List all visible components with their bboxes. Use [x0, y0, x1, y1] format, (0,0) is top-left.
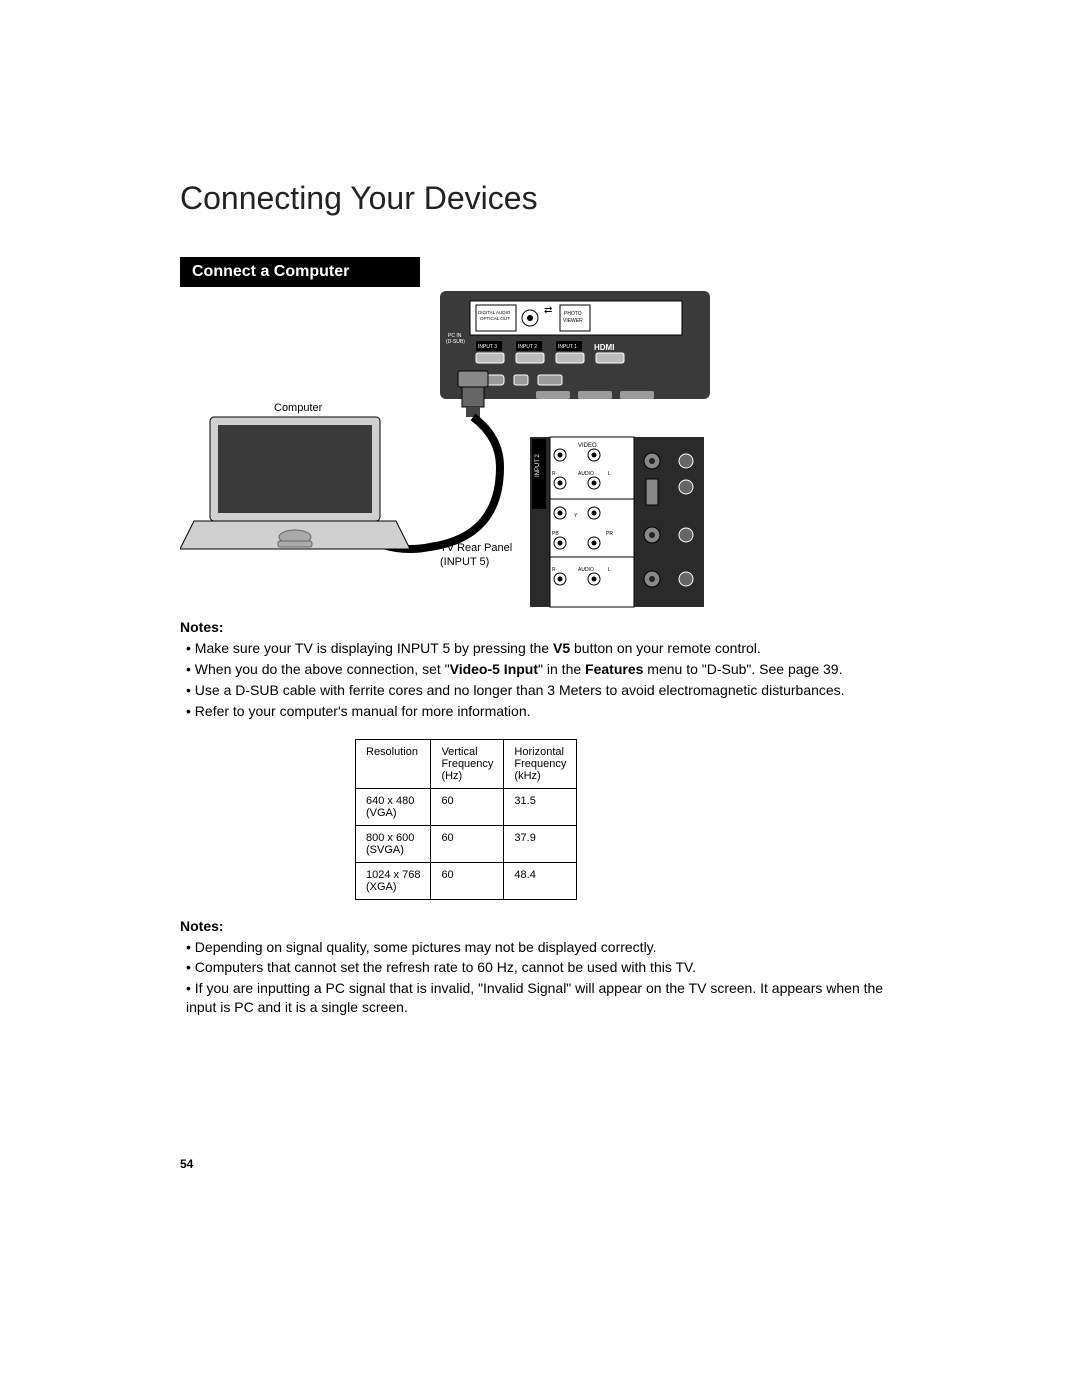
laptop-icon	[180, 417, 410, 549]
table-row: 640 x 480(VGA) 60 31.5	[356, 788, 577, 825]
table-header: HorizontalFrequency(kHz)	[504, 739, 577, 788]
table-header: Resolution	[356, 739, 431, 788]
tv-rear-label-1: TV Rear Panel	[440, 542, 512, 554]
svg-text:INPUT 2: INPUT 2	[535, 453, 541, 477]
svg-text:VIDEO: VIDEO	[578, 443, 597, 449]
table-row: 800 x 600(SVGA) 60 37.9	[356, 825, 577, 862]
notes2-heading: Notes:	[180, 918, 900, 934]
svg-text:PR: PR	[606, 531, 613, 537]
svg-text:L: L	[608, 471, 611, 477]
resolution-table: Resolution VerticalFrequency(Hz) Horizon…	[355, 739, 577, 900]
digital-audio-label: DIGITAL AUDIO	[478, 310, 511, 315]
connection-diagram: DIGITAL AUDIO OPTICAL OUT ⇄ PHOTO VIEWER…	[180, 287, 900, 607]
svg-text:⇄: ⇄	[544, 305, 552, 316]
diagram-svg: DIGITAL AUDIO OPTICAL OUT ⇄ PHOTO VIEWER…	[180, 287, 900, 617]
manual-page: Connecting Your Devices Connect a Comput…	[180, 180, 900, 1171]
svg-text:OPTICAL OUT: OPTICAL OUT	[480, 316, 510, 321]
svg-text:AUDIO: AUDIO	[578, 567, 594, 573]
table-header: VerticalFrequency(Hz)	[431, 739, 504, 788]
section-header: Connect a Computer	[180, 257, 420, 287]
svg-text:INPUT 1: INPUT 1	[558, 344, 577, 350]
computer-label: Computer	[274, 402, 323, 414]
note1-item: Use a D-SUB cable with ferrite cores and…	[186, 681, 900, 700]
svg-text:PB: PB	[552, 531, 559, 537]
table-row: 1024 x 768(XGA) 60 48.4	[356, 862, 577, 899]
svg-text:PHOTO: PHOTO	[564, 311, 582, 317]
svg-text:HDMI: HDMI	[594, 343, 614, 352]
svg-text:INPUT 3: INPUT 3	[478, 344, 497, 350]
note2-item: If you are inputting a PC signal that is…	[186, 979, 900, 1017]
svg-text:(D-SUB): (D-SUB)	[446, 339, 465, 345]
svg-text:AUDIO: AUDIO	[578, 471, 594, 477]
svg-text:L: L	[608, 567, 611, 573]
notes1-list: Make sure your TV is displaying INPUT 5 …	[180, 639, 900, 721]
note2-item: Depending on signal quality, some pictur…	[186, 938, 900, 957]
tv-rear-panel: INPUT 2 VIDEO R AUDIO L Y PB PR	[530, 437, 704, 607]
svg-text:R: R	[552, 471, 556, 477]
svg-text:INPUT 2: INPUT 2	[518, 344, 537, 350]
note1-item: Make sure your TV is displaying INPUT 5 …	[186, 639, 900, 658]
page-number: 54	[180, 1157, 900, 1171]
svg-text:VIEWER: VIEWER	[563, 318, 583, 324]
vga-plug	[458, 371, 488, 417]
note2-item: Computers that cannot set the refresh ra…	[186, 958, 900, 977]
page-title: Connecting Your Devices	[180, 180, 900, 217]
notes1-heading: Notes:	[180, 619, 900, 635]
svg-text:R: R	[552, 567, 556, 573]
note1-item: Refer to your computer's manual for more…	[186, 702, 900, 721]
note1-item: When you do the above connection, set "V…	[186, 660, 900, 679]
notes2-list: Depending on signal quality, some pictur…	[180, 938, 900, 1018]
tv-rear-label-2: (INPUT 5)	[440, 556, 489, 568]
